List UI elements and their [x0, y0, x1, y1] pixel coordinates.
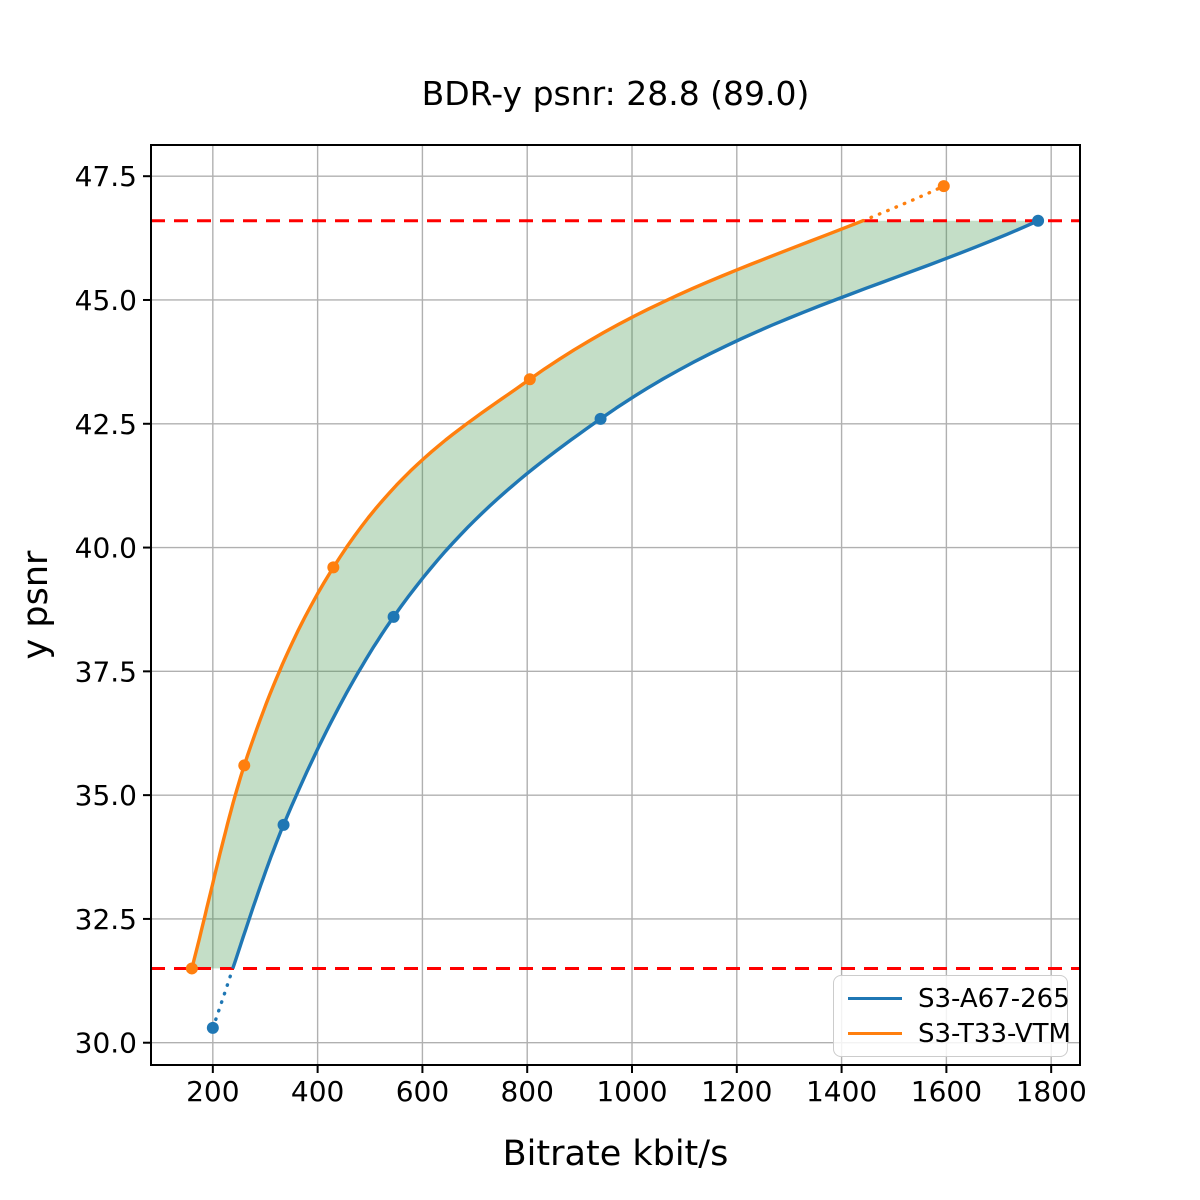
svg-text:1600: 1600: [911, 1075, 982, 1108]
svg-text:45.0: 45.0: [75, 284, 137, 317]
svg-text:600: 600: [396, 1075, 449, 1108]
svg-text:1400: 1400: [806, 1075, 877, 1108]
svg-text:1200: 1200: [701, 1075, 772, 1108]
legend-line-sample: [848, 1031, 902, 1036]
svg-text:40.0: 40.0: [75, 532, 137, 565]
x-axis-label: Bitrate kbit/s: [502, 1134, 729, 1174]
svg-text:800: 800: [500, 1075, 553, 1108]
legend-line-sample: [848, 996, 902, 1001]
svg-text:200: 200: [186, 1075, 239, 1108]
svg-text:30.0: 30.0: [75, 1027, 137, 1060]
svg-text:1000: 1000: [596, 1075, 667, 1108]
legend: S3-A67-265 S3-T33-VTM: [833, 975, 1071, 1057]
svg-text:1800: 1800: [1016, 1075, 1087, 1108]
svg-text:400: 400: [291, 1075, 344, 1108]
chart-title: BDR-y psnr: 28.8 (89.0): [421, 74, 810, 113]
legend-item: S3-T33-VTM: [834, 1021, 1071, 1047]
svg-text:32.5: 32.5: [75, 903, 137, 936]
svg-text:37.5: 37.5: [75, 655, 137, 688]
svg-text:42.5: 42.5: [75, 408, 137, 441]
svg-text:35.0: 35.0: [75, 779, 137, 812]
svg-text:47.5: 47.5: [75, 160, 137, 193]
legend-label: S3-A67-265: [918, 983, 1070, 1014]
legend-item: S3-A67-265: [834, 983, 1070, 1014]
legend-label: S3-T33-VTM: [918, 1018, 1071, 1049]
